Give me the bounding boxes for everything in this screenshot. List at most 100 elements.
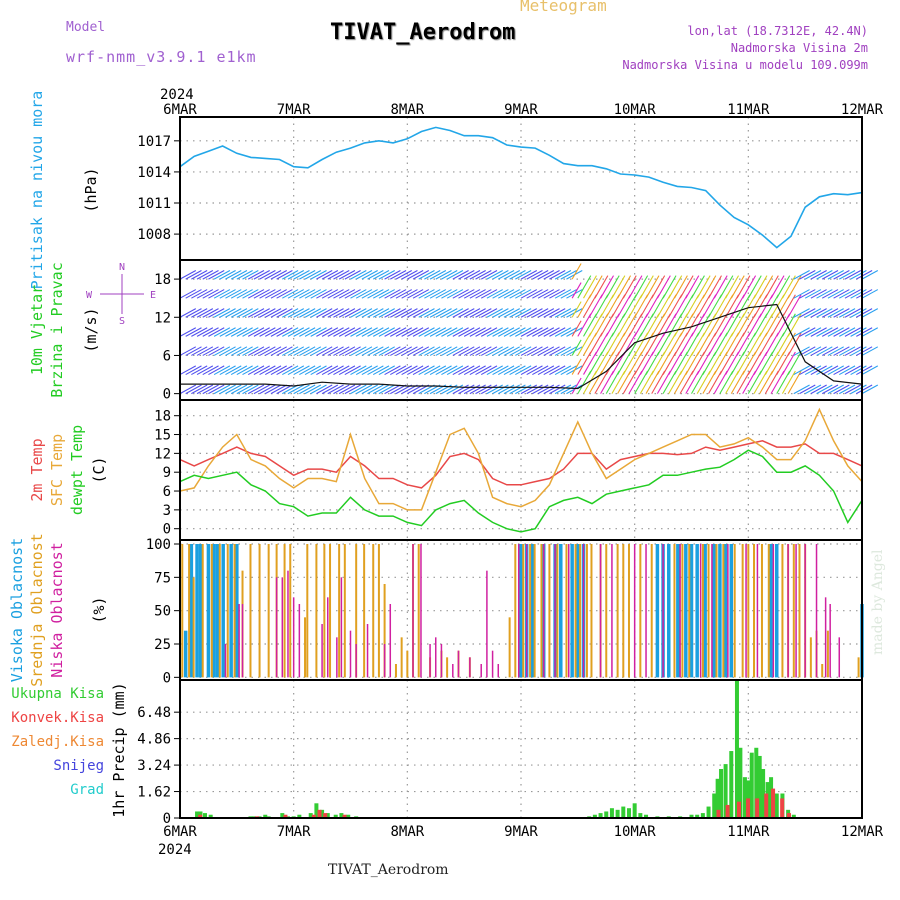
wind-barb	[225, 269, 242, 280]
wind-barb	[219, 384, 236, 395]
wind-barb	[776, 294, 791, 318]
wind-barb	[350, 365, 367, 376]
wind-barb	[225, 384, 242, 395]
wind-barb	[588, 351, 603, 375]
wind-barb	[554, 269, 572, 280]
wind-barb	[412, 365, 430, 376]
wind-barb	[435, 269, 452, 280]
temp-unit: (C)	[90, 456, 108, 483]
precip-bar	[333, 814, 338, 818]
wind-barb	[230, 365, 248, 376]
wind-barb	[804, 289, 822, 299]
wind-barb	[793, 365, 810, 376]
wind-barb	[577, 351, 592, 375]
wind-barb	[282, 327, 299, 337]
wind-barb	[480, 289, 498, 299]
wind-barb	[594, 313, 609, 337]
wind-barb	[804, 346, 822, 356]
compass-east: E	[150, 290, 156, 301]
wind-barb	[469, 269, 486, 280]
wind-barb	[861, 289, 879, 299]
precip-bar	[754, 747, 759, 818]
wind-barb	[213, 327, 231, 337]
wind-barb	[810, 289, 827, 299]
wind-barb	[338, 327, 356, 337]
wind-barb	[821, 327, 839, 337]
wind-barb	[605, 313, 620, 337]
wind-barb	[236, 308, 253, 318]
wind-barb	[480, 365, 498, 376]
wind-barb	[617, 332, 632, 356]
wind-barb	[515, 346, 532, 356]
wind-barb	[719, 351, 734, 375]
temp-line-1	[179, 407, 863, 511]
wind-barb	[781, 370, 796, 394]
wind-barb	[469, 289, 486, 299]
wind-barb	[418, 289, 435, 299]
wind-barb	[276, 269, 293, 280]
wind-barb	[600, 275, 614, 299]
wind-barb	[253, 308, 270, 318]
wind-barb	[293, 365, 310, 376]
wind-barb	[179, 365, 197, 376]
wind-barb	[219, 346, 236, 356]
wind-barb	[764, 313, 779, 337]
wind-barb	[384, 346, 401, 356]
wind-barb	[282, 289, 299, 299]
wind-barb	[816, 269, 833, 280]
wind-barb	[276, 365, 293, 376]
wind-barb	[424, 327, 441, 337]
precip-bar	[725, 804, 730, 818]
wind-barb	[338, 384, 356, 395]
wind-barb	[799, 269, 816, 280]
wind-barb	[333, 308, 350, 318]
wind-barb	[747, 275, 762, 299]
wind-barb	[651, 313, 666, 337]
wind-barb	[401, 269, 418, 280]
wind-barb	[247, 269, 265, 280]
wind-barb	[276, 346, 293, 356]
wind-barb	[213, 269, 231, 280]
precip-bar	[746, 798, 751, 818]
model-label: Model	[66, 20, 106, 35]
wind-barb	[656, 275, 671, 299]
wind-barb	[441, 365, 458, 376]
wind-barb	[452, 327, 469, 337]
wind-barb	[350, 269, 367, 280]
wind-barb	[719, 313, 734, 337]
y-tick-label: 1014	[137, 165, 171, 181]
wind-barb	[685, 332, 700, 356]
wind-barb	[787, 351, 802, 375]
wind-barb	[321, 269, 339, 280]
wind-barb	[816, 308, 833, 318]
wind-barb	[384, 384, 401, 395]
wind-barb	[378, 365, 395, 376]
wind-barb	[702, 313, 717, 337]
wind-barb	[816, 327, 833, 337]
wind-barb	[537, 384, 555, 395]
wind-barb	[333, 346, 350, 356]
wind-barb	[861, 308, 879, 318]
wind-barb	[571, 377, 582, 394]
precip-bar	[738, 747, 743, 818]
wind-barb	[185, 365, 202, 376]
wind-barb	[816, 346, 833, 356]
time-tick-top: 8MAR	[390, 102, 424, 118]
wind-barb	[628, 370, 643, 394]
precip-bar	[757, 755, 762, 818]
wind-barb	[429, 308, 447, 318]
wind-barb	[856, 327, 873, 337]
wind-barb	[310, 346, 327, 356]
wind-barb	[338, 269, 356, 280]
time-tick-bottom: 7MAR	[277, 824, 311, 840]
wind-barb	[390, 289, 407, 299]
wind-barb	[622, 275, 637, 299]
wind-barb	[293, 269, 310, 280]
wind-barb	[759, 275, 774, 299]
wind-barb	[299, 365, 316, 376]
wind-barb	[429, 327, 447, 337]
wind-barb	[509, 384, 526, 395]
wind-barb	[520, 384, 538, 395]
precip-bar	[208, 814, 213, 818]
wind-barb	[509, 365, 526, 376]
